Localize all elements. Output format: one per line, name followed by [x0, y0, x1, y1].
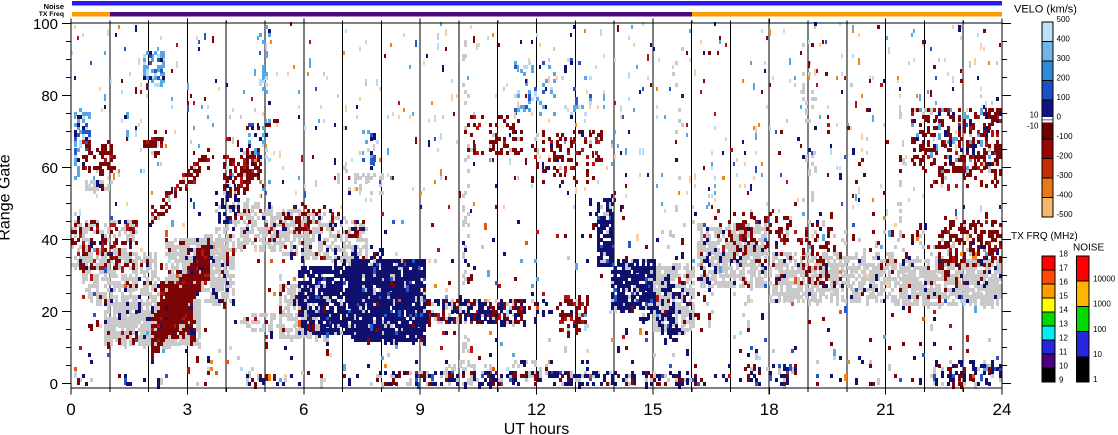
svg-text:10: 10 — [1030, 111, 1039, 120]
svg-text:10: 10 — [1093, 350, 1102, 359]
svg-text:21: 21 — [876, 400, 895, 419]
svg-text:20: 20 — [41, 304, 58, 321]
svg-text:100: 100 — [33, 16, 58, 33]
svg-text:NOISE: NOISE — [1073, 243, 1104, 254]
svg-text:1: 1 — [1093, 375, 1098, 384]
svg-text:60: 60 — [41, 160, 58, 177]
svg-text:Noise: Noise — [44, 2, 64, 11]
svg-text:15: 15 — [643, 400, 662, 419]
svg-text:17: 17 — [1059, 264, 1068, 273]
svg-text:14: 14 — [1059, 306, 1068, 315]
svg-text:-300: -300 — [1057, 171, 1074, 180]
svg-text:500: 500 — [1057, 15, 1071, 24]
svg-text:-100: -100 — [1057, 132, 1074, 141]
svg-text:400: 400 — [1057, 35, 1071, 44]
svg-text:200: 200 — [1057, 74, 1071, 83]
svg-text:11: 11 — [1059, 348, 1068, 357]
svg-text:-500: -500 — [1057, 210, 1074, 219]
svg-text:TX FRQ (MHz): TX FRQ (MHz) — [1011, 231, 1078, 242]
svg-text:6: 6 — [299, 400, 308, 419]
svg-text:24: 24 — [993, 400, 1012, 419]
svg-text:1000: 1000 — [1093, 300, 1111, 309]
svg-text:80: 80 — [41, 88, 58, 105]
svg-text:-200: -200 — [1057, 152, 1074, 161]
svg-text:10000: 10000 — [1093, 274, 1116, 283]
svg-text:VELO (km/s): VELO (km/s) — [1014, 4, 1077, 16]
svg-text:100: 100 — [1057, 93, 1071, 102]
svg-text:18: 18 — [760, 400, 779, 419]
svg-text:16: 16 — [1059, 278, 1068, 287]
svg-text:12: 12 — [527, 400, 546, 419]
svg-text:0: 0 — [1057, 113, 1062, 122]
svg-text:15: 15 — [1059, 292, 1068, 301]
svg-text:0: 0 — [50, 376, 58, 393]
svg-text:-400: -400 — [1057, 191, 1074, 200]
svg-text:300: 300 — [1057, 54, 1071, 63]
svg-text:UT hours: UT hours — [504, 421, 570, 435]
svg-text:0: 0 — [66, 400, 75, 419]
svg-text:9: 9 — [415, 400, 424, 419]
svg-text:18: 18 — [1059, 250, 1068, 259]
svg-text:Range Gate: Range Gate — [0, 154, 14, 240]
svg-text:13: 13 — [1059, 320, 1068, 329]
svg-text:-10: -10 — [1027, 122, 1039, 131]
svg-text:3: 3 — [183, 400, 192, 419]
svg-text:TX Freq: TX Freq — [39, 11, 64, 18]
svg-text:40: 40 — [41, 232, 58, 249]
svg-text:10: 10 — [1059, 362, 1068, 371]
svg-text:100: 100 — [1093, 325, 1107, 334]
svg-text:12: 12 — [1059, 334, 1068, 343]
svg-text:9: 9 — [1059, 376, 1064, 385]
